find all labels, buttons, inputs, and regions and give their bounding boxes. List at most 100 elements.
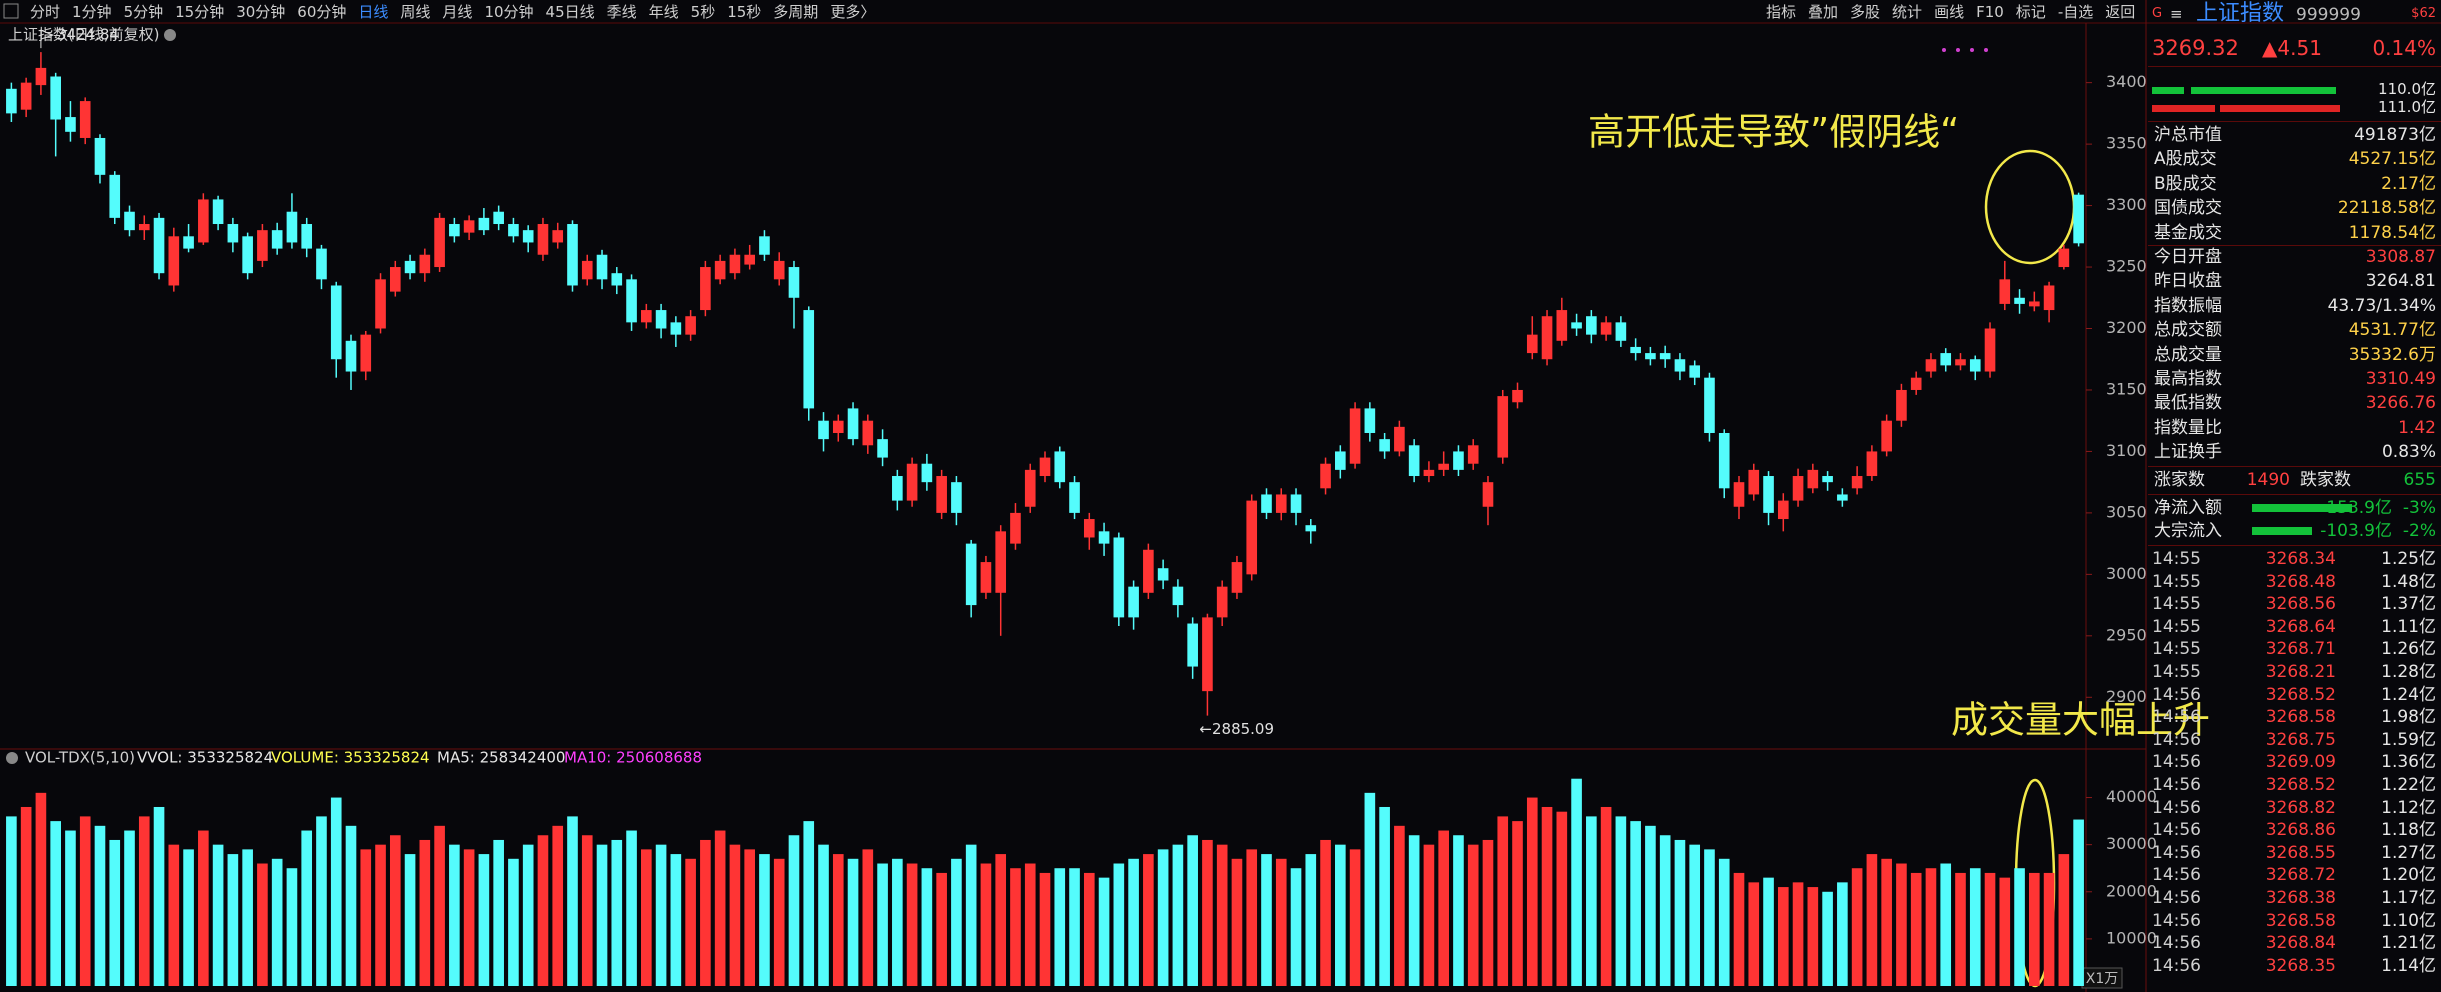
header-icon[interactable]: [164, 29, 176, 41]
volume-bar: [35, 792, 47, 986]
volume-bar: [1039, 872, 1051, 986]
toolbar-item[interactable]: 多股: [1850, 3, 1881, 21]
tick-time: 14:56: [2152, 707, 2201, 728]
volume-bar: [124, 830, 135, 986]
volume-bar: [65, 830, 76, 986]
toolbar-item[interactable]: 10分钟: [484, 3, 534, 21]
candle-body: [404, 260, 416, 274]
volume-bar: [581, 835, 593, 986]
candle-body: [773, 260, 785, 280]
volume-bar: [1231, 858, 1243, 986]
volume-bar: [552, 825, 564, 986]
candle-body: [1128, 586, 1139, 618]
volume-bar: [1172, 844, 1184, 986]
candle-body: [685, 316, 696, 335]
volume-bar: [1586, 816, 1597, 986]
toolbar-item[interactable]: -自选: [2057, 3, 2094, 21]
toolbar-item[interactable]: 年线: [648, 3, 679, 21]
candle-body: [965, 543, 977, 606]
toolbar-item[interactable]: 叠加: [1808, 3, 1839, 21]
flow-bar: [2252, 504, 2352, 512]
toolbar-item[interactable]: 多周期: [773, 3, 819, 21]
chart-header: 上证指数(日线,前复权): [8, 26, 159, 44]
candle-body: [1969, 359, 1981, 372]
ratio-bar: [2220, 104, 2340, 112]
tick-price: 3268.21: [2265, 662, 2336, 682]
stat-label: 最高指数: [2154, 369, 2222, 389]
toolbar-item[interactable]: 画线: [1934, 3, 1965, 21]
volume-bar: [1955, 872, 1966, 986]
tick-price: 3268.55: [2265, 842, 2336, 863]
volume-bar: [1600, 806, 1612, 986]
volume-bar: [906, 863, 918, 986]
candle-body: [936, 476, 947, 513]
candle-body: [35, 67, 47, 86]
tick-price: 3268.38: [2265, 888, 2336, 908]
tick-price: 3268.52: [2265, 775, 2336, 795]
tick-volume: 1.48亿: [2381, 571, 2436, 592]
volume-bar: [1837, 882, 1848, 986]
candle-body: [2029, 301, 2040, 307]
toolbar-item[interactable]: 30分钟: [236, 3, 286, 21]
toolbar-item[interactable]: 季线: [606, 3, 637, 21]
tick-volume: 1.26亿: [2381, 639, 2436, 660]
security-name: 上证指数: [2196, 1, 2285, 26]
volume-bar: [1482, 839, 1494, 986]
volume-bar: [1630, 821, 1641, 986]
window-icon[interactable]: [3, 3, 19, 19]
toolbar-item[interactable]: 60分钟: [297, 3, 347, 21]
tick-volume: 1.14亿: [2381, 955, 2436, 976]
volume-bar: [2073, 819, 2084, 986]
tick-volume: 1.98亿: [2381, 707, 2436, 728]
toolbar-item[interactable]: 15分钟: [175, 3, 225, 21]
tick-time: 14:56: [2152, 933, 2201, 954]
volume-bar: [1571, 778, 1582, 986]
volume-bar: [1718, 858, 1730, 986]
toolbar-item[interactable]: 1分钟: [72, 3, 112, 21]
candle-body: [1143, 549, 1154, 593]
toolbar-item[interactable]: 周线: [400, 3, 431, 21]
candle-body: [257, 230, 268, 261]
toolbar-item[interactable]: F10: [1976, 2, 2004, 21]
volume-bar: [1763, 877, 1774, 986]
toolbar-item[interactable]: 统计: [1892, 3, 1923, 21]
volume-bar: [1143, 854, 1154, 986]
volume-bar: [212, 844, 224, 986]
stat-value: 22118.58亿: [2337, 198, 2436, 219]
toolbar-item[interactable]: 45日线: [545, 3, 595, 21]
candle-body: [1083, 519, 1095, 538]
volume-bar: [522, 844, 534, 986]
toolbar-item[interactable]: 更多〉: [830, 3, 876, 21]
volume-bar: [1364, 792, 1376, 986]
candle-body: [818, 420, 829, 440]
panel-text: 大宗流入: [2154, 521, 2222, 541]
toolbar-item[interactable]: 指标: [1766, 3, 1797, 21]
volume-bar: [1526, 797, 1538, 986]
toolbar-item[interactable]: 15秒: [727, 3, 762, 21]
volume-bar: [1777, 887, 1789, 986]
candle-body: [862, 420, 874, 446]
volume-bar: [537, 835, 549, 986]
toolbar-item[interactable]: 月线: [442, 3, 473, 21]
toolbar-item[interactable]: 分时: [30, 3, 61, 21]
toolbar-item[interactable]: 5秒: [690, 3, 716, 21]
toolbar-item[interactable]: 返回: [2105, 3, 2136, 21]
stat-value: 491873亿: [2354, 125, 2436, 145]
volume-bar: [803, 821, 815, 986]
candle-body: [1571, 322, 1582, 329]
stat-value: 4527.15亿: [2348, 149, 2436, 170]
candle-body: [183, 236, 194, 249]
tick-volume: 1.24亿: [2381, 684, 2436, 705]
toolbar-item[interactable]: 标记: [2015, 3, 2046, 21]
candle-body: [832, 420, 844, 433]
volume-bar: [1349, 849, 1361, 986]
toolbar-item[interactable]: 日线: [358, 3, 389, 21]
volume-icon[interactable]: [6, 752, 18, 764]
volume-bar: [936, 872, 947, 986]
highlight-ellipse: [1984, 149, 2076, 265]
toolbar-item[interactable]: 5分钟: [123, 3, 164, 21]
candle-body: [2014, 297, 2025, 304]
stat-label: 最低指数: [2154, 393, 2222, 414]
tick-volume: 1.59亿: [2381, 729, 2436, 750]
panel-text: -2%: [2402, 521, 2436, 541]
